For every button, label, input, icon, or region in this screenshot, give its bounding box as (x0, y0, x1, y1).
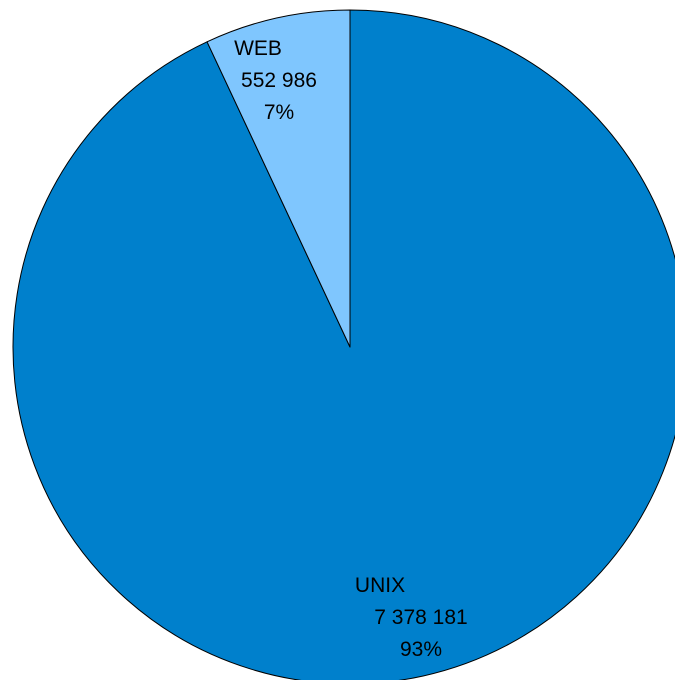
slice-label-unix-name: UNIX (355, 574, 405, 597)
slice-label-unix-percent: 93% (400, 638, 442, 661)
slice-label-web-name: WEB (234, 37, 282, 60)
pie-slices (12, 9, 675, 680)
slice-label-unix-value: 7 378 181 (374, 606, 467, 629)
pie-slice-unix (12, 9, 675, 680)
slice-label-web-percent: 7% (264, 101, 294, 124)
slice-label-web-value: 552 986 (241, 69, 317, 92)
pie-slice-web (206, 9, 351, 348)
